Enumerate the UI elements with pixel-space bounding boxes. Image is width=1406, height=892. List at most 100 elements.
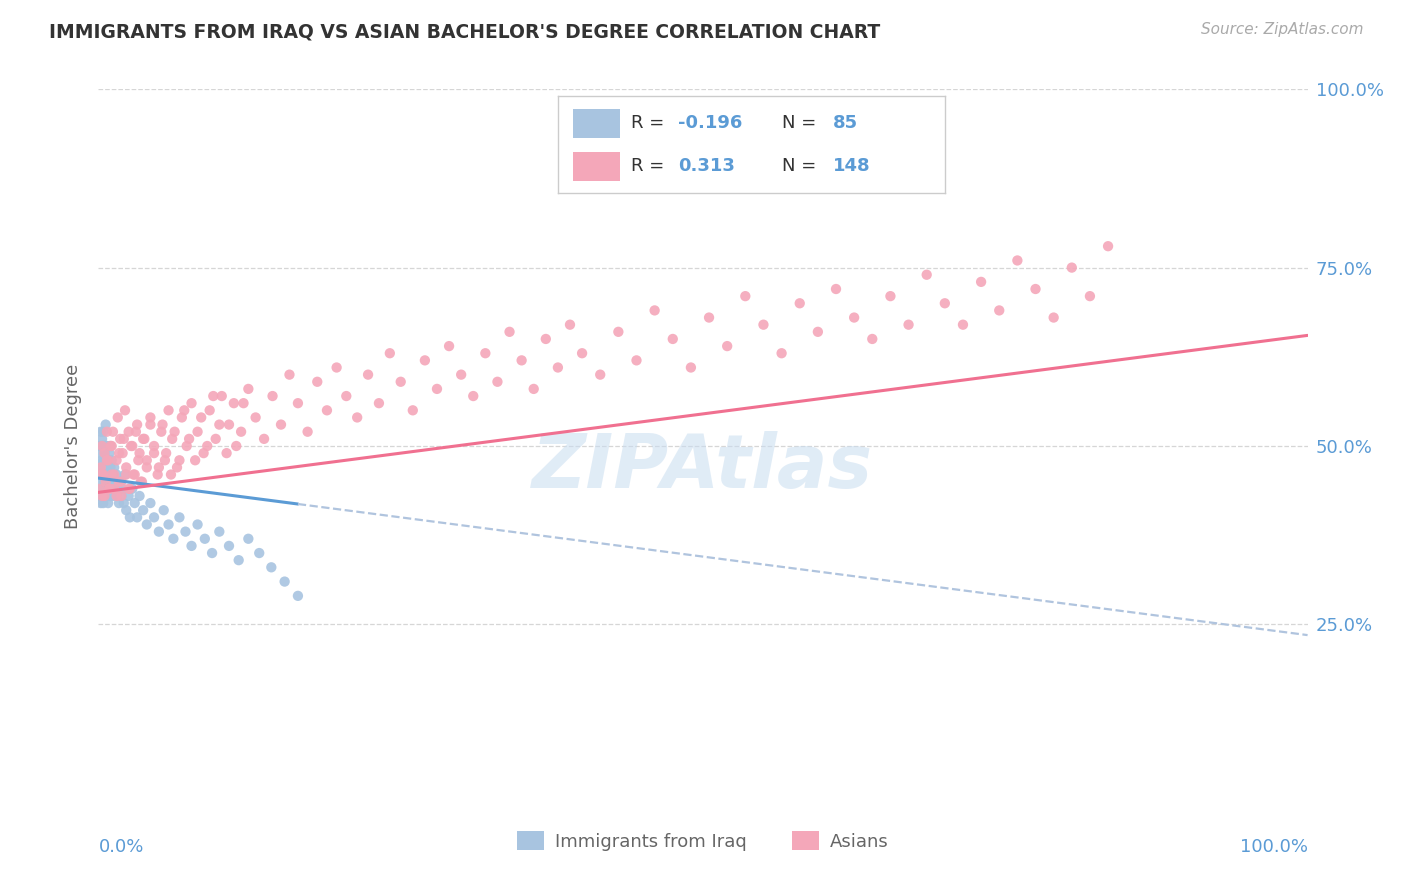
Point xyxy=(120,439,142,453)
Point xyxy=(232,396,254,410)
Point xyxy=(112,496,135,510)
Point xyxy=(498,325,520,339)
Text: 0.0%: 0.0% xyxy=(98,838,143,856)
Point xyxy=(90,446,112,460)
Point xyxy=(204,432,226,446)
Point xyxy=(132,503,155,517)
Point xyxy=(1024,282,1046,296)
Point xyxy=(91,453,114,467)
Point xyxy=(179,432,201,446)
Point xyxy=(103,482,125,496)
Point xyxy=(547,360,569,375)
Point xyxy=(131,475,153,489)
Point xyxy=(157,517,180,532)
Point xyxy=(100,439,122,453)
Point xyxy=(90,467,112,482)
Point xyxy=(125,425,148,439)
Point xyxy=(90,425,112,439)
Point xyxy=(287,589,309,603)
Point xyxy=(90,482,112,496)
Point xyxy=(134,432,156,446)
Point xyxy=(195,439,218,453)
Point xyxy=(100,439,122,453)
Point xyxy=(270,417,292,432)
Point xyxy=(94,475,117,489)
Point xyxy=(222,396,245,410)
Point xyxy=(108,432,131,446)
Point xyxy=(94,417,117,432)
Point xyxy=(100,453,122,467)
Point xyxy=(118,489,141,503)
Point xyxy=(118,482,141,496)
Point xyxy=(115,460,138,475)
Point xyxy=(229,425,252,439)
Point xyxy=(108,475,131,489)
Point xyxy=(166,460,188,475)
Point xyxy=(215,446,238,460)
Point xyxy=(402,403,425,417)
Point xyxy=(752,318,775,332)
Y-axis label: Bachelor's Degree: Bachelor's Degree xyxy=(63,363,82,529)
Point xyxy=(96,425,118,439)
Point xyxy=(368,396,391,410)
Point xyxy=(734,289,756,303)
Point xyxy=(91,489,114,503)
Point xyxy=(915,268,938,282)
Point xyxy=(97,453,120,467)
Point xyxy=(93,489,115,503)
Text: ZIPAtlas: ZIPAtlas xyxy=(533,431,873,504)
Point xyxy=(139,496,162,510)
Point xyxy=(297,425,319,439)
Point xyxy=(139,410,162,425)
Point xyxy=(104,475,127,489)
Point xyxy=(1007,253,1029,268)
Point xyxy=(789,296,811,310)
Point xyxy=(93,446,115,460)
Point xyxy=(132,432,155,446)
Point xyxy=(124,496,146,510)
Point xyxy=(626,353,648,368)
Point xyxy=(105,453,128,467)
Point xyxy=(114,403,136,417)
Point xyxy=(100,467,122,482)
Point xyxy=(523,382,546,396)
Point xyxy=(1060,260,1083,275)
Point xyxy=(273,574,295,589)
Point xyxy=(897,318,920,332)
Point xyxy=(860,332,883,346)
Point xyxy=(105,489,128,503)
Point xyxy=(325,360,347,375)
Point xyxy=(510,353,533,368)
Point xyxy=(952,318,974,332)
Point xyxy=(101,489,124,503)
Point xyxy=(176,439,198,453)
Point xyxy=(122,467,145,482)
Text: 100.0%: 100.0% xyxy=(1240,838,1308,856)
Point xyxy=(879,289,901,303)
Point xyxy=(193,446,215,460)
Point xyxy=(94,467,117,482)
Point xyxy=(184,453,207,467)
Point xyxy=(187,425,209,439)
Point xyxy=(160,467,183,482)
Point xyxy=(143,439,166,453)
Point xyxy=(644,303,666,318)
Point xyxy=(180,396,202,410)
Point xyxy=(91,475,114,489)
Point xyxy=(89,439,111,453)
Point xyxy=(121,439,143,453)
Point xyxy=(96,489,118,503)
Point xyxy=(100,475,122,489)
Point xyxy=(96,453,118,467)
Point xyxy=(93,489,115,503)
Point xyxy=(118,425,141,439)
Point xyxy=(253,432,276,446)
Point xyxy=(486,375,509,389)
Point xyxy=(91,482,114,496)
Point xyxy=(111,482,134,496)
Point xyxy=(101,425,124,439)
Point xyxy=(558,318,581,332)
Point xyxy=(155,446,177,460)
Point xyxy=(148,524,170,539)
Point xyxy=(96,439,118,453)
